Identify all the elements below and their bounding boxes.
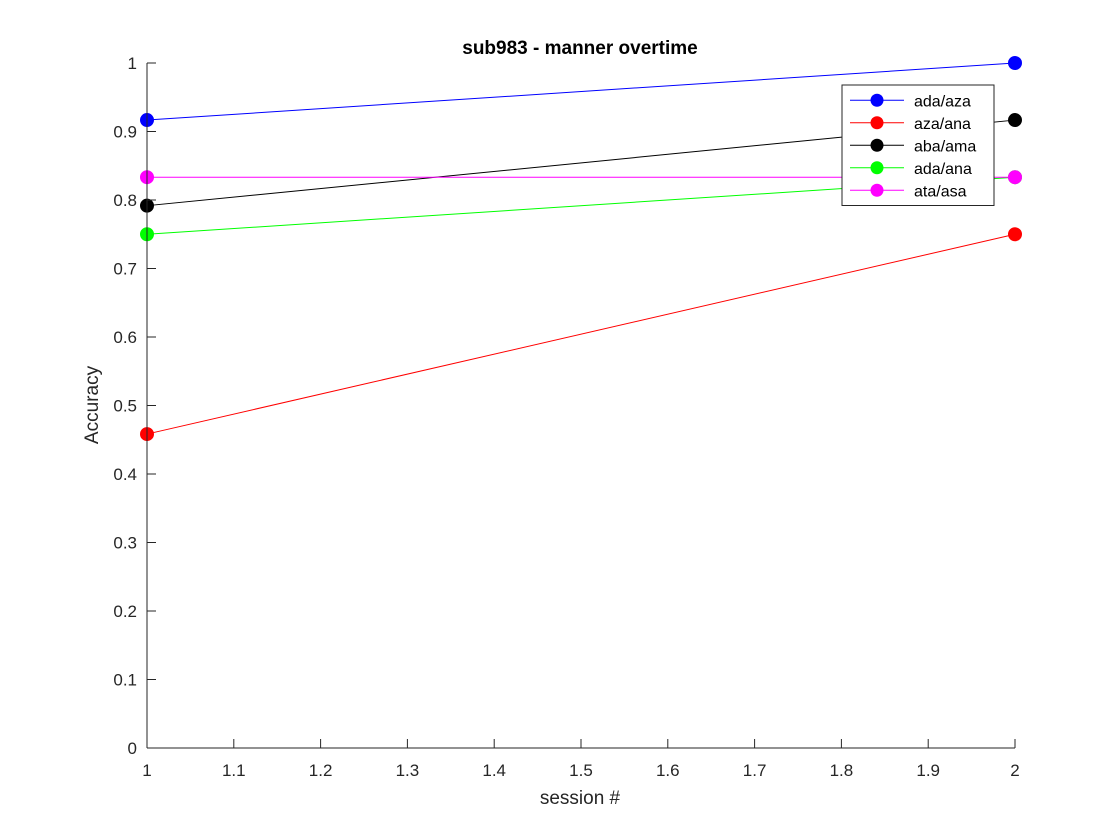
x-tick-label: 2	[1010, 761, 1019, 780]
y-tick-label: 0.9	[113, 123, 137, 142]
y-tick-label: 0.7	[113, 260, 137, 279]
x-tick-label: 1.4	[482, 761, 506, 780]
x-tick-label: 1.5	[569, 761, 593, 780]
x-tick-label: 1	[142, 761, 151, 780]
x-tick-label: 1.3	[396, 761, 420, 780]
legend-item: ata/asa	[850, 183, 967, 200]
x-tick-label: 1.7	[743, 761, 767, 780]
y-tick-label: 1	[128, 54, 137, 73]
y-axis-label: Accuracy	[82, 365, 103, 444]
y-tick-label: 0.1	[113, 671, 137, 690]
data-point	[1008, 113, 1022, 128]
legend-label: ata/asa	[914, 183, 967, 200]
legend-item: aza/ana	[850, 116, 971, 133]
legend: ada/aza aza/ana aba/ama ada/ana ata/asa	[841, 84, 995, 206]
y-tick-label: 0.5	[113, 397, 137, 416]
data-point	[1008, 227, 1022, 242]
series-aza-ana	[140, 227, 1022, 442]
legend-marker	[870, 161, 884, 175]
chart-title: sub983 - manner overtime	[462, 38, 697, 59]
y-tick-label: 0.4	[113, 465, 137, 484]
y-tick-label: 0	[128, 739, 137, 758]
legend-item: ada/ana	[850, 161, 972, 178]
legend-item: ada/aza	[850, 93, 971, 110]
x-tick-label: 1.9	[916, 761, 940, 780]
series-line	[146, 62, 1016, 121]
x-tick-label: 1.6	[656, 761, 680, 780]
x-tick-label: 1.1	[222, 761, 246, 780]
legend-marker	[870, 116, 884, 130]
y-tick-label: 0.3	[113, 534, 137, 553]
legend-label: aza/ana	[914, 116, 971, 133]
y-tick-label: 0.6	[113, 328, 137, 347]
legend-marker	[870, 93, 884, 107]
x-tick-label: 1.8	[830, 761, 854, 780]
y-tick-label: 0.2	[113, 602, 137, 621]
x-axis-label: session #	[540, 788, 621, 809]
y-tick-label: 0.8	[113, 191, 137, 210]
legend-item: aba/ama	[850, 138, 976, 155]
legend-label: ada/aza	[914, 93, 971, 110]
legend-label: ada/ana	[914, 161, 972, 178]
data-point	[1008, 170, 1022, 185]
legend-label: aba/ama	[914, 138, 976, 155]
axes: 1 1.1 1.2 1.3 1.4 1.5 1.6 1.7 1.8 1.9 2 0 0.1 0.2 0.3 0…	[113, 54, 1019, 780]
data-point	[1008, 56, 1022, 70]
legend-marker	[870, 138, 884, 152]
x-tick-label: 1.2	[309, 761, 333, 780]
series-line	[146, 233, 1016, 435]
legend-marker	[870, 183, 884, 197]
